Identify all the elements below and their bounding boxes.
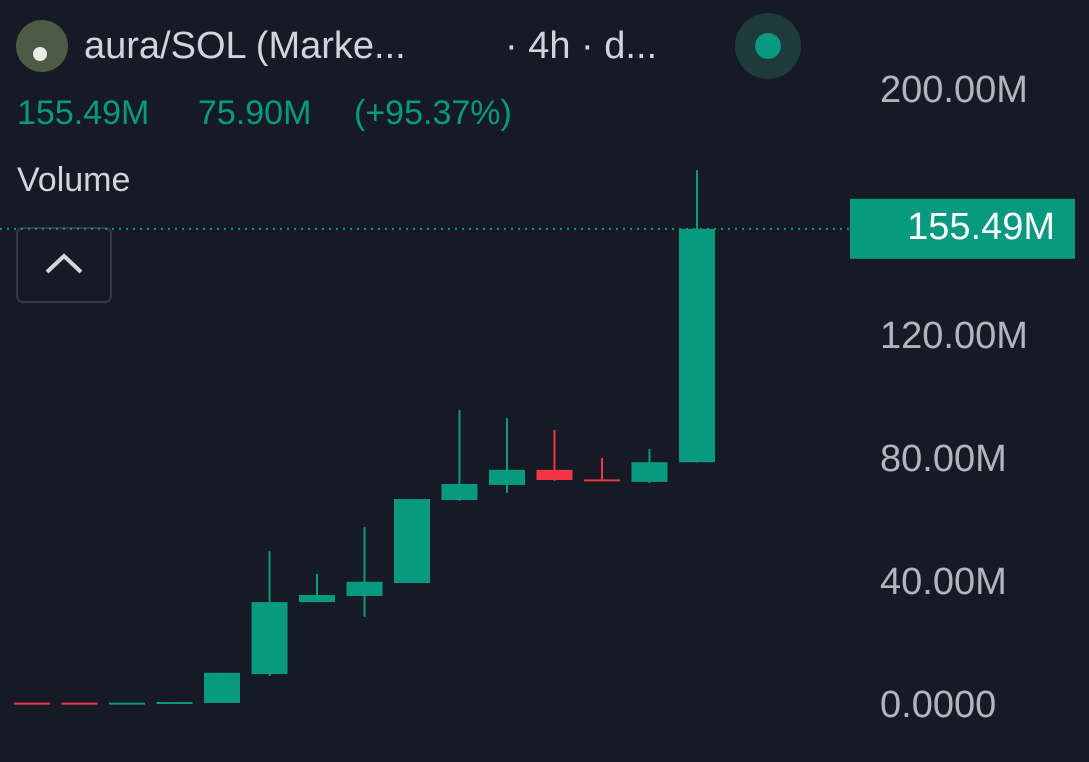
current-value-badge bbox=[850, 198, 1075, 259]
y-tick-label: 80.00M bbox=[880, 438, 1007, 480]
y-tick-label: 120.00M bbox=[880, 315, 1028, 357]
candle-body bbox=[346, 581, 383, 596]
token-avatar bbox=[16, 20, 68, 72]
chart-title: aura/SOL (Marke... bbox=[84, 25, 406, 67]
y-tick-label: 40.00M bbox=[880, 561, 1007, 603]
candle-body bbox=[631, 462, 668, 482]
candle-body bbox=[109, 702, 145, 705]
status-dot bbox=[755, 33, 781, 59]
candle-body bbox=[14, 702, 50, 705]
y-tick-label: 0.0000 bbox=[880, 684, 996, 726]
current-value-label: 155.49M bbox=[907, 206, 1055, 248]
candle-body bbox=[441, 484, 478, 501]
candle-body bbox=[299, 595, 335, 603]
candle-body bbox=[204, 672, 240, 703]
candle-body bbox=[251, 602, 288, 675]
legend-value: (+95.37%) bbox=[354, 94, 512, 132]
candle-body bbox=[394, 499, 430, 584]
legend-value: 155.49M bbox=[17, 94, 149, 132]
subtitle: Volume bbox=[17, 161, 130, 199]
interval: · 4h · d... bbox=[505, 25, 657, 67]
chevron-icon bbox=[45, 253, 83, 274]
candle-body bbox=[584, 479, 620, 482]
candle-body bbox=[536, 469, 573, 481]
legend-value: 75.90M bbox=[198, 94, 311, 132]
candle-body bbox=[489, 469, 525, 485]
avatar-figure bbox=[33, 47, 47, 61]
candle-body bbox=[679, 228, 715, 463]
candle-body bbox=[156, 702, 193, 705]
candle-body bbox=[61, 702, 98, 705]
y-tick-label: 200.00M bbox=[880, 69, 1028, 111]
